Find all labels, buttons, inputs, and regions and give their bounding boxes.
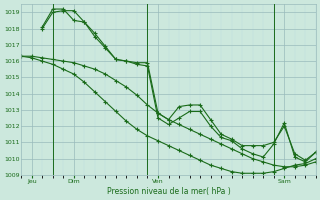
X-axis label: Pression niveau de la mer( hPa ): Pression niveau de la mer( hPa ) bbox=[107, 187, 230, 196]
